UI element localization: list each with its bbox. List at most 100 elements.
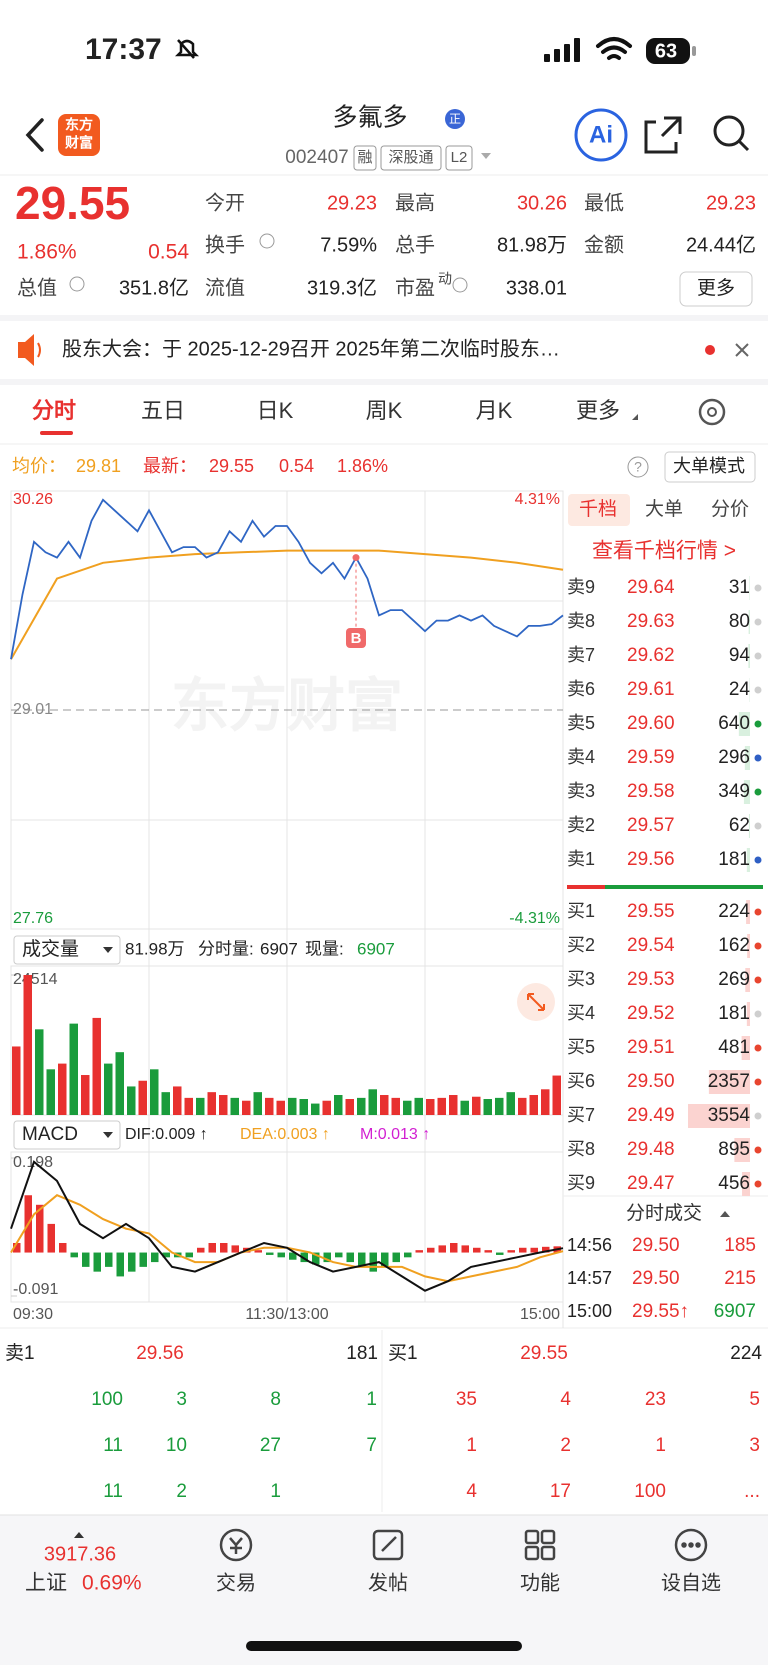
field-value: 351.8亿 [119, 276, 189, 299]
tab-bar-item[interactable]: 发帖 [368, 1571, 408, 1594]
index-name[interactable]: 上证 [25, 1572, 67, 1595]
menu-boxes-part[interactable] [103, 947, 113, 953]
marker-label: B [351, 630, 362, 647]
separators [0, 174, 768, 1512]
tab-icons-part[interactable] [372, 1529, 404, 1561]
depth-bar [738, 712, 750, 736]
volume-bar [368, 1089, 377, 1115]
tab-bar-item[interactable]: 交易 [216, 1571, 256, 1594]
tab-icons-part[interactable] [219, 1528, 253, 1562]
settings-icon[interactable] [698, 398, 726, 426]
field-label: 总手 [395, 233, 435, 256]
tab[interactable]: 周K [366, 398, 403, 423]
mode-controls-part[interactable] [627, 456, 649, 478]
mode-button[interactable]: 大单模式 [673, 456, 745, 476]
book-price: 29.49 [627, 1105, 675, 1126]
tape-label: 买1 [388, 1343, 418, 1364]
settings-icon-part[interactable] [698, 398, 726, 426]
book-label: 卖1 [567, 849, 595, 869]
trades-title[interactable]: 分时成交 [626, 1202, 702, 1224]
tab-icons-part[interactable] [524, 1529, 540, 1545]
tab-icons-part[interactable] [229, 1537, 243, 1554]
expand-icon-part[interactable] [527, 993, 545, 1011]
index-change[interactable]: 0.69% [82, 1572, 142, 1595]
book-dot [754, 822, 762, 830]
book-dot [754, 942, 762, 950]
tab-icons-part[interactable] [674, 1528, 708, 1562]
stock-code: 002407 [285, 147, 348, 168]
volume-bar [207, 1092, 216, 1115]
macd-bar [139, 1252, 147, 1267]
tab[interactable]: 日K [257, 398, 294, 423]
tab-icons[interactable] [219, 1528, 708, 1562]
menu-boxes-part[interactable] [13, 935, 121, 965]
book-link[interactable]: 查看千档行情 > [592, 540, 736, 563]
tab-icons-part[interactable] [540, 1545, 556, 1561]
help-icon: ? [634, 459, 642, 475]
depth-bar [749, 576, 750, 600]
menu-label[interactable]: MACD [22, 1124, 78, 1145]
macd-bar [231, 1245, 239, 1253]
volume-bar [173, 1086, 182, 1115]
menu-boxes[interactable] [13, 935, 121, 1150]
depth-bar [745, 968, 750, 992]
tab-bar-item[interactable]: 功能 [520, 1571, 560, 1594]
book-tab[interactable]: 大单 [645, 498, 683, 520]
more-button[interactable]: 更多 [697, 277, 735, 299]
header-icons-part[interactable] [644, 116, 682, 154]
book-label: 买4 [567, 1003, 595, 1023]
macd-bar [461, 1245, 469, 1253]
expand-icon[interactable] [517, 983, 555, 1021]
tab-icons-part[interactable] [695, 1542, 701, 1548]
settings-icon-part[interactable] [707, 407, 717, 417]
stock-name: 多氟多 [332, 104, 407, 132]
header-icons-part[interactable] [445, 109, 465, 129]
header-icons-part[interactable] [737, 139, 750, 152]
mode-controls-part[interactable] [664, 451, 756, 483]
volume-bar [357, 1097, 366, 1115]
book-tab[interactable]: 分价 [711, 498, 749, 520]
volume-bar [150, 1069, 159, 1115]
macd-bar [105, 1252, 113, 1267]
info-icon [259, 233, 275, 249]
menu-boxes-part[interactable] [13, 1120, 121, 1150]
field-label: 总值 [17, 276, 57, 299]
macd-bar [530, 1247, 538, 1253]
book-volume: 349 [718, 781, 750, 802]
menu-label[interactable]: 成交量 [22, 938, 79, 960]
header-icons-part[interactable] [25, 118, 44, 152]
more-button[interactable] [679, 271, 753, 307]
tab-icons-part[interactable] [681, 1542, 687, 1548]
book-label: 买7 [567, 1105, 595, 1125]
depth-bar [688, 1104, 750, 1128]
info-icon [452, 277, 468, 293]
menu-boxes-part[interactable] [103, 1132, 113, 1138]
y2-tick-label: -4.31% [509, 910, 560, 927]
header-icons[interactable] [25, 108, 750, 162]
book-price: 29.59 [627, 747, 675, 768]
tab[interactable]: 更多 [576, 398, 620, 423]
tab-icons-part[interactable] [540, 1529, 556, 1545]
header-icons-part[interactable] [58, 114, 100, 156]
tab[interactable]: 月K [476, 398, 513, 423]
tab-icons-part[interactable] [524, 1545, 540, 1561]
tab[interactable]: 分时 [32, 398, 76, 423]
volume-bar [104, 1063, 113, 1115]
tab[interactable]: 五日 [141, 398, 185, 423]
book-label: 卖4 [567, 747, 595, 767]
header-icons-part[interactable] [481, 153, 491, 159]
index-value[interactable]: 3917.36 [44, 1543, 116, 1565]
book-label: 卖7 [567, 645, 595, 665]
tab-icons-part[interactable] [688, 1542, 694, 1548]
ai-button[interactable]: Ai [589, 121, 613, 148]
tab-bar-item[interactable]: 设自选 [661, 1571, 721, 1594]
latest-value: 29.55 [209, 456, 254, 476]
header-icons-part[interactable] [574, 108, 628, 162]
tab-icons-part[interactable] [381, 1536, 397, 1552]
header-icons-part[interactable] [713, 115, 745, 147]
notice-text[interactable]: 股东大会：于 2025-12-29召开 2025年第二次临时股东… [62, 337, 560, 360]
mode-controls[interactable] [627, 451, 756, 483]
book-dot [754, 976, 762, 984]
volume-bar [138, 1080, 147, 1115]
book-tab[interactable]: 千档 [579, 498, 617, 520]
